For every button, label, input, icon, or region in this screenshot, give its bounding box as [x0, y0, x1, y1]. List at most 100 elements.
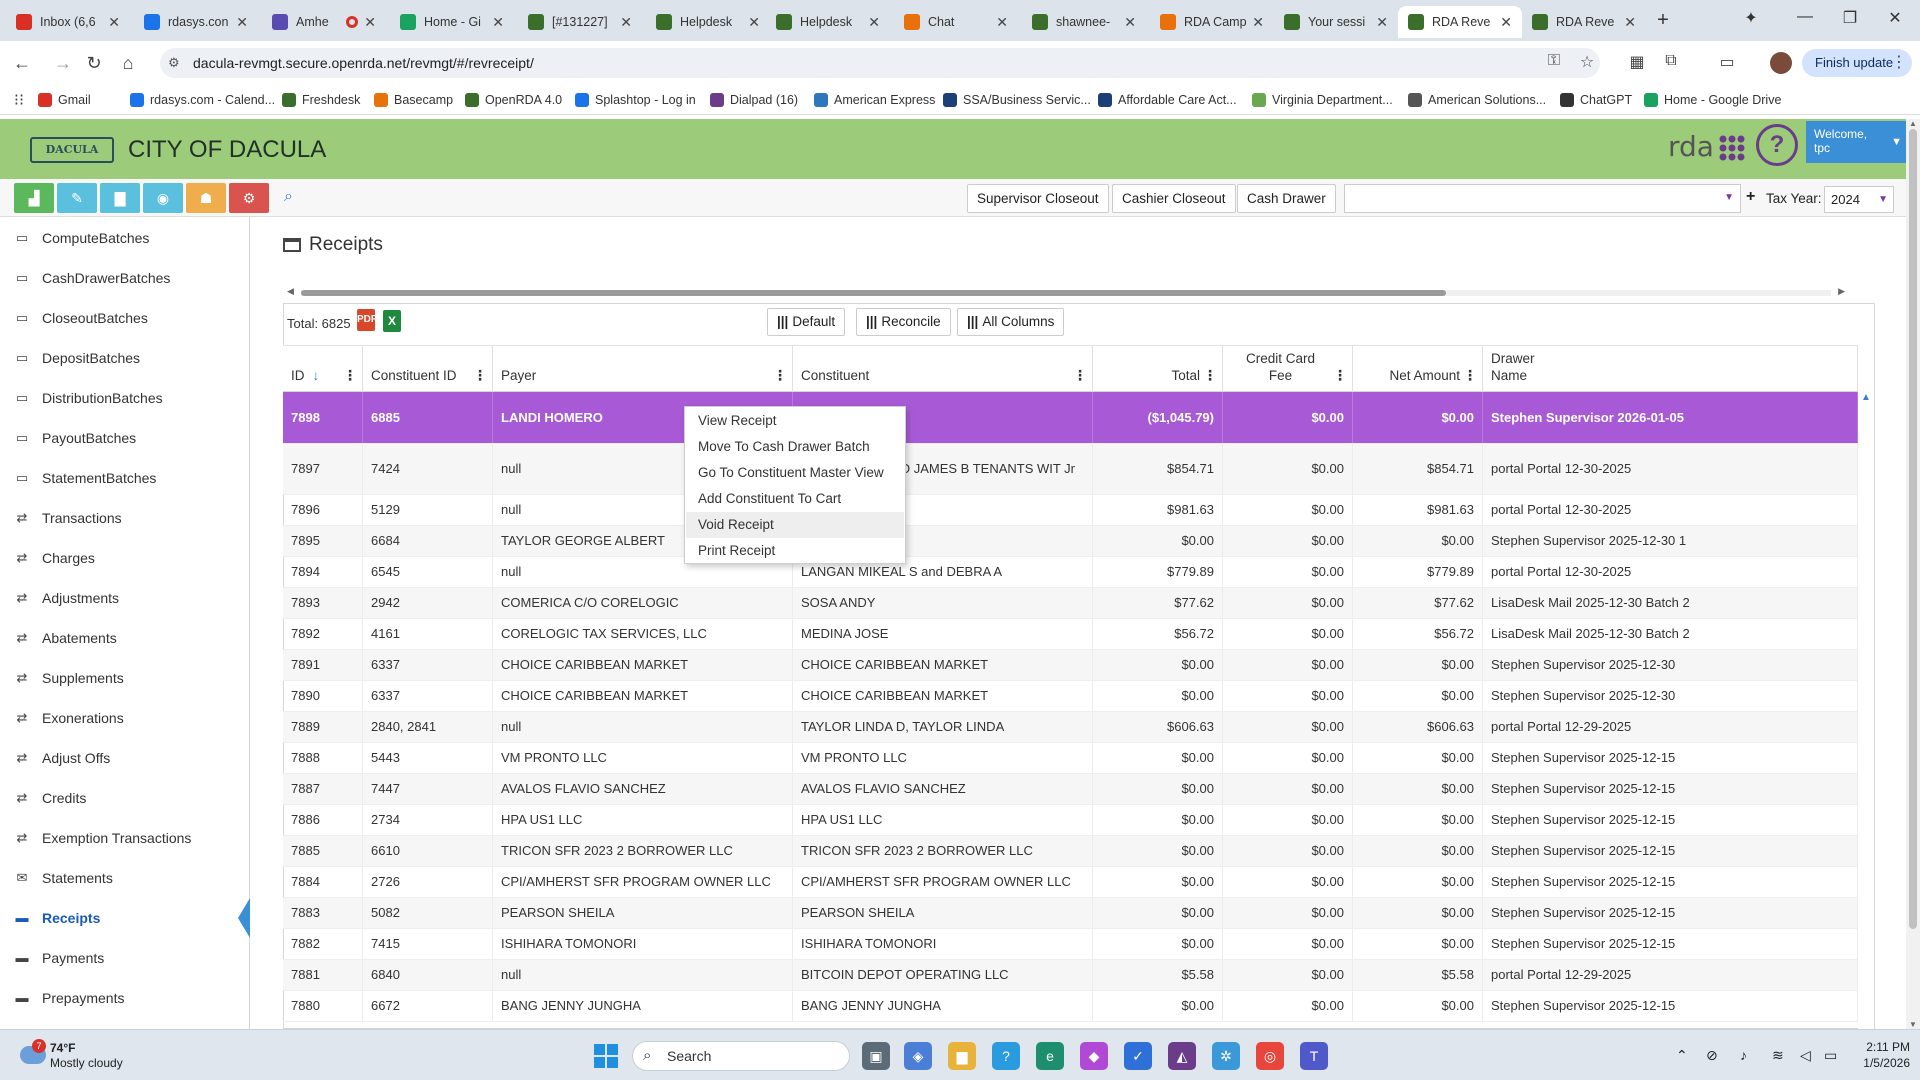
back-icon[interactable]: ← — [13, 53, 31, 73]
column-header-net-amount[interactable]: Net Amount ⋮ — [1353, 345, 1483, 392]
browser-tab[interactable]: Chat ✕ — [894, 6, 1018, 38]
search-icon[interactable]: ⌕ — [284, 188, 293, 205]
table-row[interactable]: 7884 2726 CPI/AMHERST SFR PROGRAM OWNER LL… — [283, 867, 1858, 898]
sidebar-item-abatements[interactable]: ⇄ Abatements — [0, 618, 249, 658]
column-menu-icon[interactable]: ⋮ — [1073, 367, 1087, 383]
sidebar-item-payments[interactable]: ▬ Payments — [0, 938, 249, 978]
welcome-user-menu[interactable]: Welcome, tpc ▼ — [1806, 121, 1910, 163]
column-header-credit-card-fee[interactable]: Credit Card Fee ⋮ — [1223, 345, 1353, 392]
cash-drawer-button[interactable]: Cash Drawer — [1237, 184, 1336, 213]
extensions-puzzle-icon[interactable]: ⧉ — [1665, 52, 1677, 69]
sidebar-item-credits[interactable]: ⇄ Credits — [0, 778, 249, 818]
table-row[interactable]: 7883 5082 PEARSON SHEILA PEARSON SHEILA $0.0… — [283, 898, 1858, 929]
profile-avatar[interactable] — [1770, 52, 1792, 74]
browser-tab[interactable]: RDA Reve ✕ — [1522, 6, 1646, 38]
new-tab-button[interactable]: + — [1657, 9, 1669, 31]
table-row[interactable]: 7888 5443 VM PRONTO LLC VM PRONTO LLC $0.00 $… — [283, 743, 1858, 774]
close-tab-icon[interactable]: ✕ — [996, 13, 1008, 30]
sidebar-item-adjustments[interactable]: ⇄ Adjustments — [0, 578, 249, 618]
close-tab-icon[interactable]: ✕ — [108, 13, 120, 30]
taskbar-search[interactable]: ⌕ Search — [632, 1041, 850, 1071]
bookmark-item[interactable]: ChatGPT — [1560, 91, 1632, 109]
browser-tab[interactable]: RDA Reve ✕ — [1398, 6, 1522, 38]
browser-tab[interactable]: [#131227] ✕ — [518, 6, 642, 38]
sidebar-item-charges[interactable]: ⇄ Charges — [0, 538, 249, 578]
finish-update-button[interactable]: Finish update — [1802, 49, 1912, 77]
view-all-columns-button[interactable]: ||| All Columns — [957, 308, 1065, 336]
sidebar-item-distributionbatches[interactable]: ▭ DistributionBatches — [0, 378, 249, 418]
column-header-constituent[interactable]: Constituent ⋮ — [793, 345, 1093, 392]
column-header-total[interactable]: Total ⋮ — [1093, 345, 1223, 392]
bookmark-item[interactable]: Home - Google Drive — [1644, 91, 1781, 109]
reload-icon[interactable]: ↻ — [86, 53, 102, 73]
scroll-up-icon[interactable]: ▲ — [1909, 119, 1917, 128]
view-reconcile-button[interactable]: ||| Reconcile — [856, 308, 951, 336]
help-app-icon[interactable]: ? — [992, 1042, 1020, 1070]
table-row[interactable]: 7886 2734 HPA US1 LLC HPA US1 LLC $0.00 $0.00… — [283, 805, 1858, 836]
folder-button[interactable]: ▇ — [100, 183, 140, 213]
column-menu-icon[interactable]: ⋮ — [1333, 367, 1347, 383]
scroll-left-icon[interactable]: ◀ — [287, 286, 294, 296]
sort-descending-icon[interactable]: ↓ — [312, 368, 320, 383]
column-header-drawer-name[interactable]: Drawer Name — [1483, 345, 1858, 392]
bookmark-item[interactable]: Affordable Care Act... — [1098, 91, 1237, 109]
drawer-select[interactable]: ▼ — [1344, 184, 1741, 213]
close-tab-icon[interactable]: ✕ — [1124, 13, 1136, 30]
close-tab-icon[interactable]: ✕ — [236, 13, 248, 30]
help-icon[interactable]: ? — [1756, 124, 1798, 166]
table-row[interactable]: 7892 4161 CORELOGIC TAX SERVICES, LLC MEDIN… — [283, 619, 1858, 650]
browser-tab[interactable]: shawnee- ✕ — [1022, 6, 1146, 38]
restore-icon[interactable]: ❐ — [1842, 10, 1858, 27]
home-icon[interactable]: ⌂ — [122, 53, 134, 73]
menu-item-print-receipt[interactable]: Print Receipt — [698, 543, 776, 558]
browser-tab[interactable]: Helpdesk ✕ — [646, 6, 770, 38]
sidebar-item-closeoutbatches[interactable]: ▭ CloseoutBatches — [0, 298, 249, 338]
system-clock[interactable]: 2:11 PM 1/5/2026 — [1850, 1039, 1910, 1071]
gemini-icon[interactable]: ✦ — [1744, 10, 1758, 27]
password-key-icon[interactable]: ⚿ — [1547, 52, 1561, 69]
sidebar-item-exonerations[interactable]: ⇄ Exonerations — [0, 698, 249, 738]
table-row[interactable]: 7896 5129 null $981.63 $0.00 $981.63 portal Po… — [283, 495, 1858, 526]
browser-menu-icon[interactable]: ⋮ — [1891, 54, 1907, 71]
view-default-button[interactable]: ||| Default — [767, 308, 846, 336]
column-menu-icon[interactable]: ⋮ — [343, 367, 357, 383]
table-row[interactable]: 7890 6337 CHOICE CARIBBEAN MARKET CHOICE CA… — [283, 681, 1858, 712]
bookmark-item[interactable]: Virginia Department... — [1252, 91, 1393, 109]
tax-year-select[interactable]: 2024 ▼ — [1824, 186, 1894, 213]
table-row[interactable]: 7893 2942 COMERICA C/O CORELOGIC SOSA ANDY $… — [283, 588, 1858, 619]
minimize-icon[interactable]: — — [1797, 8, 1813, 25]
sidebar-item-adjust-offs[interactable]: ⇄ Adjust Offs — [0, 738, 249, 778]
close-tab-icon[interactable]: ✕ — [748, 13, 760, 30]
scroll-right-icon[interactable]: ▶ — [1838, 286, 1845, 296]
network-app-icon[interactable]: ✲ — [1212, 1042, 1240, 1070]
scroll-thumb[interactable] — [301, 290, 1446, 296]
sidebar-item-depositbatches[interactable]: ▭ DepositBatches — [0, 338, 249, 378]
bookmark-item[interactable]: Basecamp — [374, 91, 453, 109]
sidebar-item-supplements[interactable]: ⇄ Supplements — [0, 658, 249, 698]
dialpad-icon[interactable]: ◭ — [1168, 1042, 1196, 1070]
bookmark-item[interactable]: OpenRDA 4.0 — [465, 91, 562, 109]
battery-icon[interactable]: ▭ — [1824, 1047, 1838, 1063]
file-explorer-icon[interactable]: ▆ — [948, 1042, 976, 1070]
table-row[interactable]: 7887 7447 AVALOS FLAVIO SANCHEZ AVALOS FLAV… — [283, 774, 1858, 805]
wifi-icon[interactable]: ≋ — [1772, 1047, 1784, 1063]
cashier-closeout-button[interactable]: Cashier Closeout — [1112, 184, 1236, 213]
page-scrollbar[interactable]: ▲ ▼ — [1906, 119, 1920, 1029]
column-header-constituent-id[interactable]: Constituent ID ⋮ — [363, 345, 493, 392]
edit-button[interactable]: ✎ — [57, 183, 97, 213]
sidebar-item-prepayments[interactable]: ▬ Prepayments — [0, 978, 249, 1018]
bookmark-item[interactable]: Dialpad (16) — [710, 91, 798, 109]
add-plus-icon[interactable]: + — [1746, 188, 1756, 205]
close-tab-icon[interactable]: ✕ — [364, 13, 376, 30]
supervisor-closeout-button[interactable]: Supervisor Closeout — [967, 184, 1109, 213]
close-tab-icon[interactable]: ✕ — [1624, 13, 1636, 30]
sidebar-item-transactions[interactable]: ⇄ Transactions — [0, 498, 249, 538]
table-row[interactable]: 7894 6545 null LANGAN MIKEAL S and DEBRA A $… — [283, 557, 1858, 588]
column-menu-icon[interactable]: ⋮ — [473, 367, 487, 383]
tray-chevron-up-icon[interactable]: ⌃ — [1676, 1047, 1688, 1063]
table-row[interactable]: 7881 6840 null BITCOIN DEPOT OPERATING LLC $… — [283, 960, 1858, 991]
bookmark-item[interactable]: Splashtop - Log in — [575, 91, 696, 109]
close-tab-icon[interactable]: ✕ — [620, 13, 632, 30]
table-row[interactable]: 7897 7424 null ALEXANDER AND JAMES B TENANT… — [283, 444, 1858, 495]
